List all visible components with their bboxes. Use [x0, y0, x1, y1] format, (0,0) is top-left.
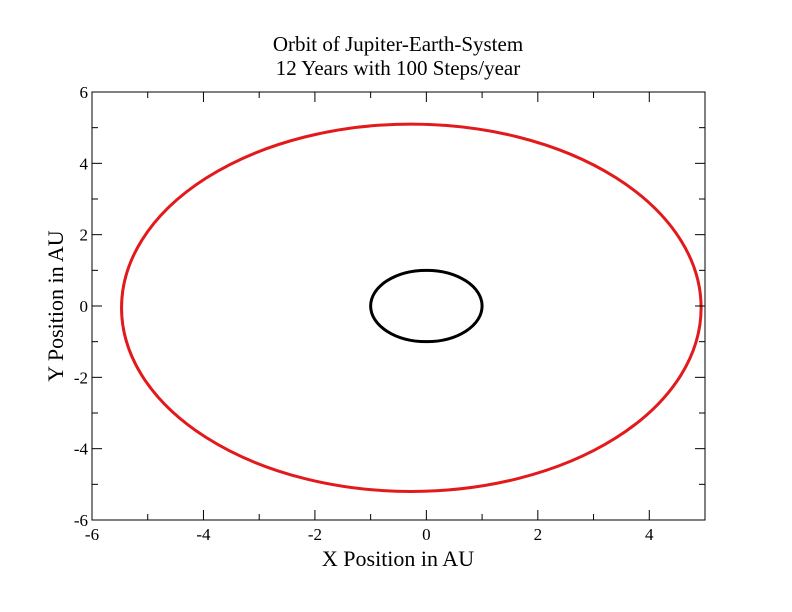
orbit-series-1 — [120, 122, 703, 493]
chart-title: Orbit of Jupiter-Earth-System — [273, 32, 523, 56]
y-tick-label: -6 — [74, 511, 88, 530]
x-tick-label: 0 — [422, 525, 431, 544]
chart-subtitle: 12 Years with 100 Steps/year — [276, 56, 520, 80]
series-layer — [120, 122, 703, 493]
y-tick-label: -4 — [74, 440, 89, 459]
y-axis-label: Y Position in AU — [43, 230, 68, 381]
y-tick-label: 6 — [80, 83, 89, 102]
x-tick-label: 4 — [645, 525, 654, 544]
y-tick-label: 0 — [80, 297, 89, 316]
x-tick-label: 2 — [534, 525, 543, 544]
x-tick-label: -6 — [85, 525, 99, 544]
y-tick-label: 4 — [80, 154, 89, 173]
orbit-series-2 — [369, 268, 484, 344]
x-tick-label: -4 — [196, 525, 211, 544]
plot-frame — [91, 91, 706, 521]
x-tick-label: -2 — [308, 525, 322, 544]
y-tick-label: 2 — [80, 226, 89, 245]
x-axis-label: X Position in AU — [322, 546, 474, 571]
ticks-layer: -6 -4 -2 0 2 4 -6 -4 -2 0 2 4 6 — [74, 83, 706, 544]
y-tick-label: -2 — [74, 368, 88, 387]
